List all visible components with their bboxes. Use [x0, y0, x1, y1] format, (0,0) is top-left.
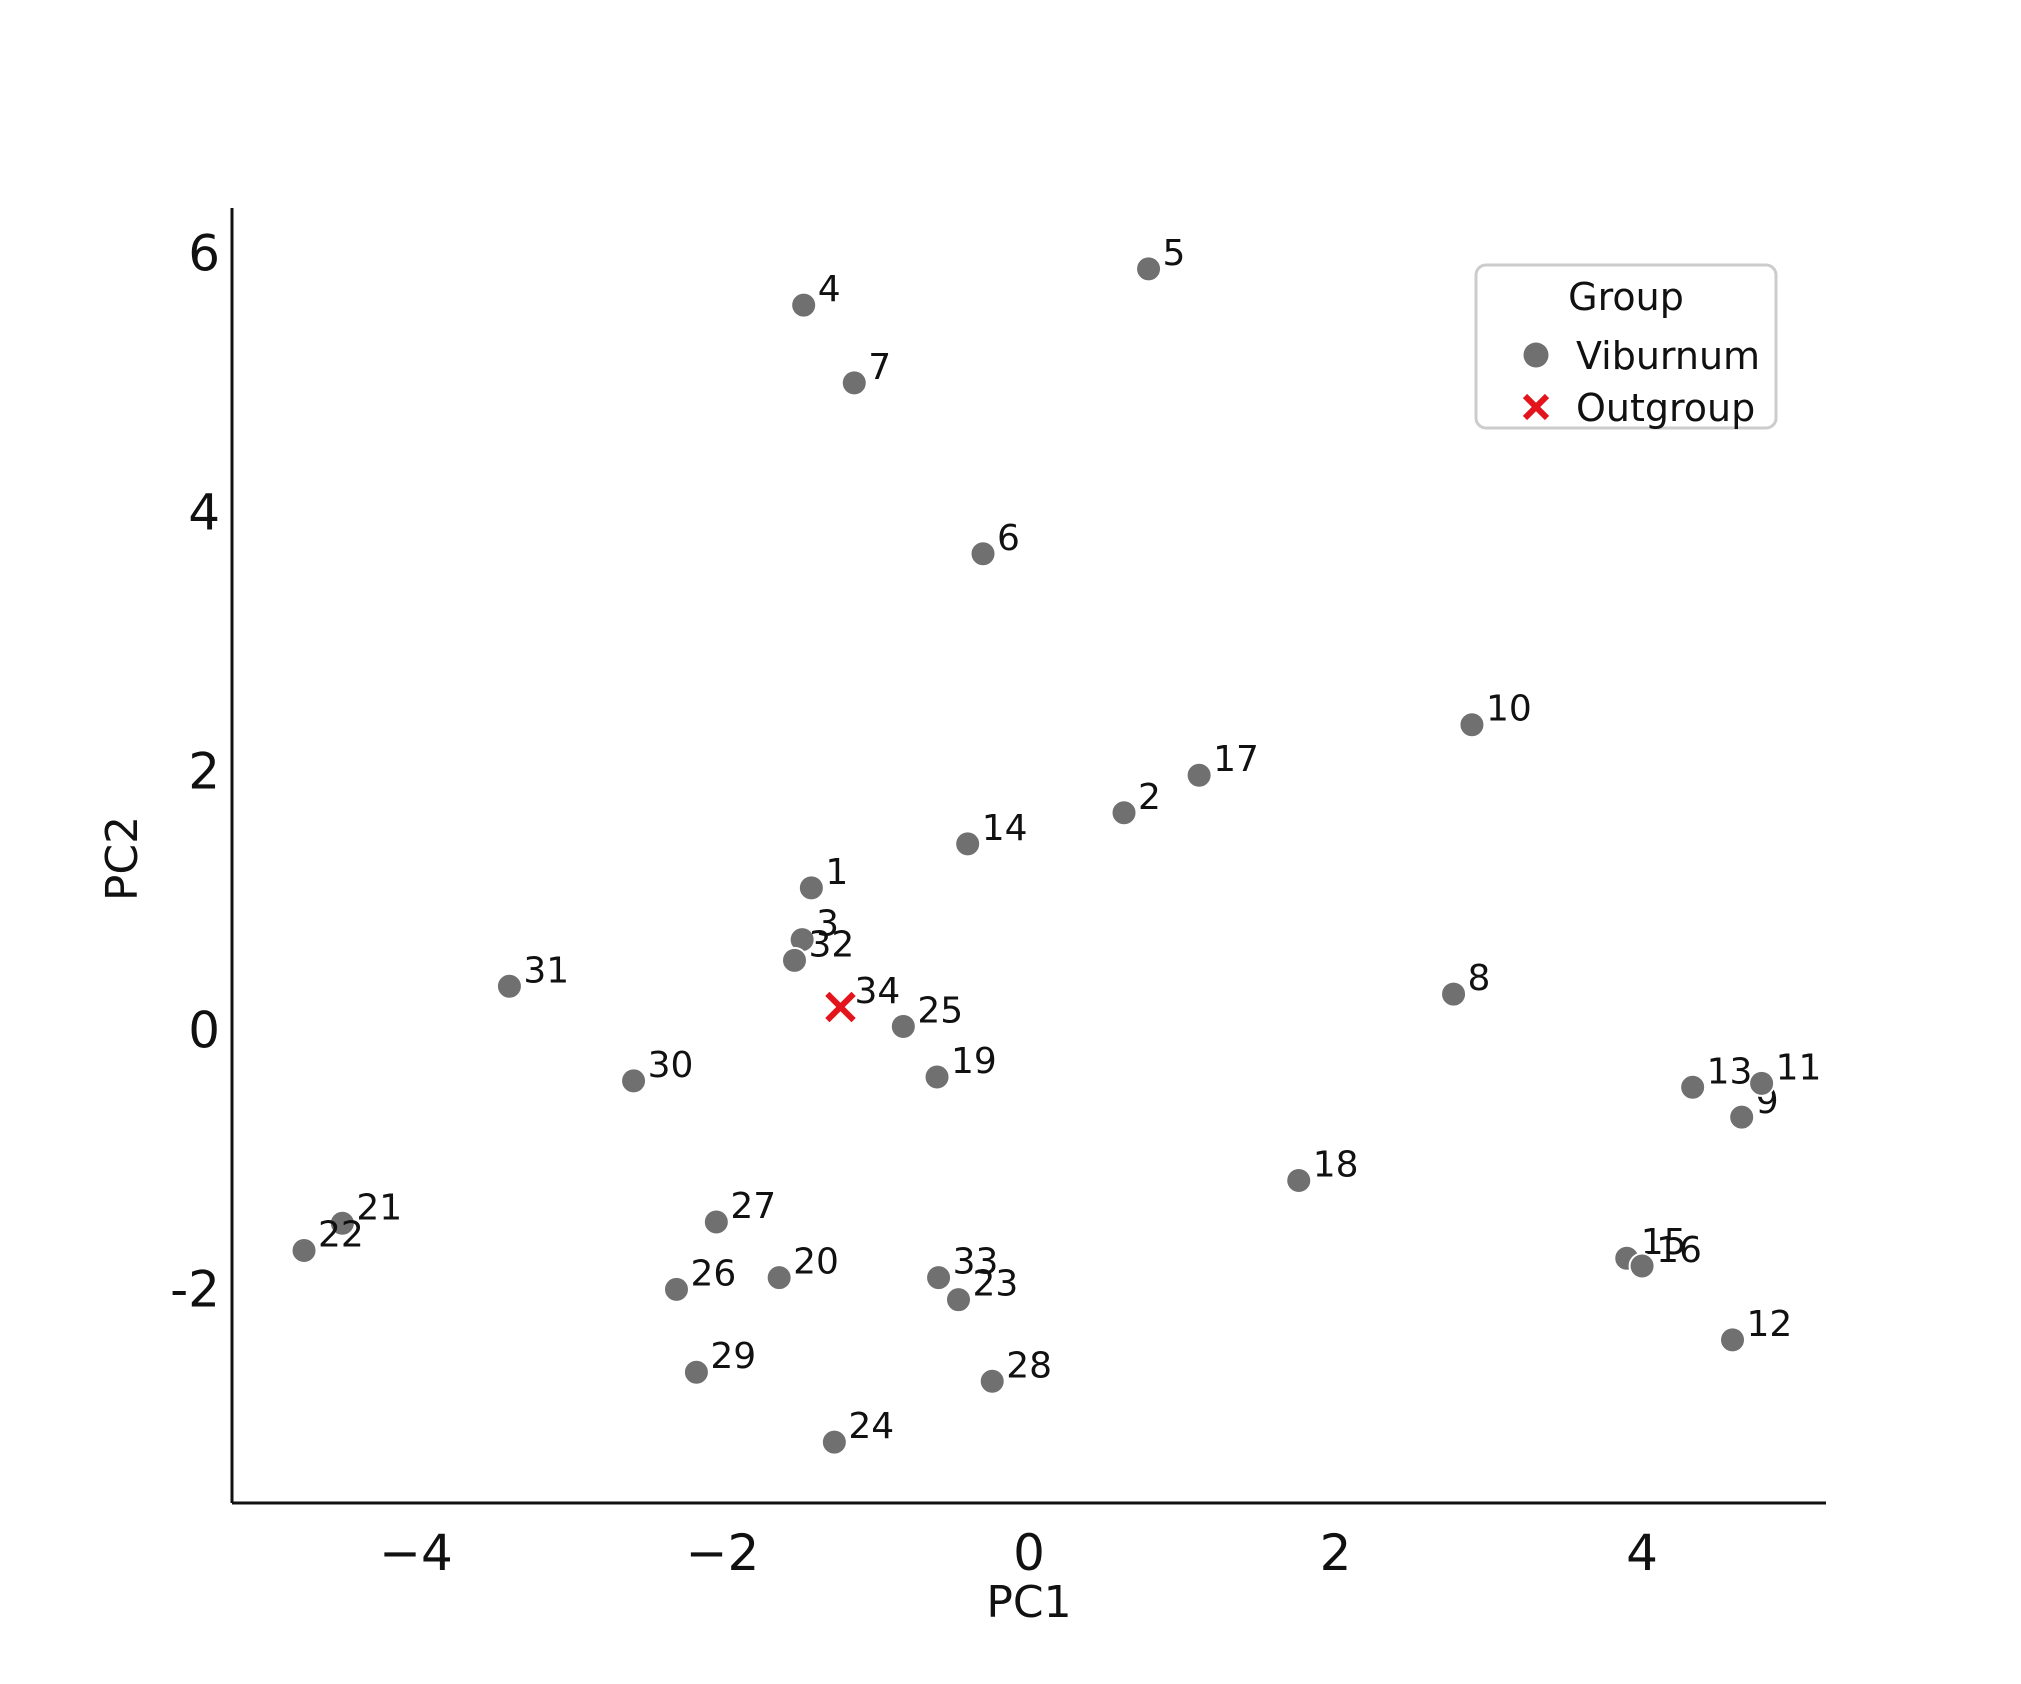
point-label: 20 [793, 1242, 839, 1283]
legend-box [1474, 263, 1778, 430]
x-tick-label: −4 [379, 1524, 453, 1582]
data-point-viburnum [889, 1012, 917, 1040]
point-label: 1 [825, 852, 848, 893]
data-point-viburnum [780, 946, 808, 974]
data-point-viburnum [1458, 711, 1486, 739]
data-point-viburnum [765, 1264, 793, 1292]
y-tick-label: 4 [188, 483, 220, 541]
data-point-viburnum [820, 1428, 848, 1456]
y-tick-label: -2 [170, 1260, 220, 1318]
data-point-viburnum [1440, 980, 1468, 1008]
point-label: 4 [818, 269, 841, 310]
point-label: 18 [1313, 1145, 1359, 1186]
y-axis-label: PC2 [97, 816, 148, 901]
data-point-viburnum [495, 972, 523, 1000]
data-point-viburnum [1728, 1103, 1756, 1131]
data-point-viburnum [954, 830, 982, 858]
axes [230, 208, 1826, 1505]
data-point-viburnum [1135, 255, 1163, 283]
data-point-viburnum [925, 1264, 953, 1292]
point-label: 27 [730, 1186, 776, 1227]
data-point-viburnum [1719, 1326, 1747, 1354]
data-point-viburnum [702, 1208, 730, 1236]
point-label: 32 [808, 924, 854, 965]
point-label: 11 [1776, 1047, 1822, 1088]
y-tick-label: 6 [188, 224, 220, 282]
data-point-viburnum [620, 1067, 648, 1095]
legend-title: Group [1568, 275, 1684, 319]
point-label: 24 [848, 1406, 894, 1447]
legend: Group Viburnum Outgroup [1474, 263, 1778, 430]
x-tick-label: −2 [686, 1524, 760, 1582]
legend-marker-x [1522, 393, 1550, 421]
data-point-viburnum [790, 291, 818, 319]
point-label: 26 [690, 1253, 736, 1294]
data-point-outgroup [825, 991, 856, 1023]
data-point-viburnum [840, 369, 868, 397]
data-point-viburnum [978, 1367, 1006, 1395]
y-tick-label: 0 [188, 1001, 220, 1059]
point-label: 13 [1707, 1051, 1753, 1092]
point-label: 30 [648, 1045, 694, 1086]
data-point-viburnum [923, 1063, 951, 1091]
legend-entries: Viburnum Outgroup [1522, 334, 1760, 430]
point-label: 6 [997, 518, 1020, 559]
y-tick-label: 2 [188, 742, 220, 800]
point-label: 31 [523, 950, 569, 991]
point-label: 29 [710, 1336, 756, 1377]
data-point-viburnum [290, 1236, 318, 1264]
point-label: 25 [917, 990, 963, 1031]
point-label: 22 [318, 1214, 364, 1255]
x-ticks: −4 −2 0 2 4 [379, 1524, 1658, 1582]
legend-marker-circle [1523, 342, 1549, 368]
x-tick-label: 0 [1013, 1524, 1045, 1582]
data-point-viburnum [662, 1275, 690, 1303]
point-label: 2 [1138, 777, 1161, 818]
data-point-viburnum [944, 1286, 972, 1314]
point-label: 5 [1163, 233, 1186, 274]
point-label: 10 [1486, 689, 1532, 730]
point-label: 16 [1656, 1230, 1702, 1271]
point-label: 19 [951, 1041, 997, 1082]
legend-entry-label: Viburnum [1576, 334, 1760, 378]
data-points: 1234567891011121314151617181920212223242… [290, 233, 1822, 1456]
data-point-viburnum [1748, 1069, 1776, 1097]
data-point-viburnum [1285, 1167, 1313, 1195]
data-point-viburnum [682, 1358, 710, 1386]
x-axis-label: PC1 [986, 1577, 1071, 1628]
data-point-viburnum [1110, 799, 1138, 827]
point-label: 21 [356, 1187, 402, 1228]
point-label: 23 [972, 1264, 1018, 1305]
x-tick-label: 4 [1626, 1524, 1658, 1582]
data-point-viburnum [1628, 1252, 1656, 1280]
point-label: 7 [868, 347, 891, 388]
point-label: 33 [953, 1242, 999, 1283]
data-point-viburnum [969, 540, 997, 568]
y-ticks: -2 0 2 4 6 [170, 224, 220, 1318]
point-label: 3 [816, 904, 839, 945]
data-point-viburnum [1185, 761, 1213, 789]
point-label: 8 [1468, 958, 1491, 999]
legend-entry-label: Outgroup [1576, 386, 1755, 430]
x-tick-label: 2 [1320, 1524, 1352, 1582]
point-label: 12 [1747, 1304, 1793, 1345]
data-point-viburnum [797, 874, 825, 902]
point-label: 17 [1213, 739, 1259, 780]
point-label: 14 [982, 808, 1028, 849]
data-point-viburnum [1679, 1073, 1707, 1101]
point-label: 34 [854, 971, 900, 1012]
data-point-viburnum [328, 1209, 356, 1237]
point-label: 28 [1006, 1345, 1052, 1386]
